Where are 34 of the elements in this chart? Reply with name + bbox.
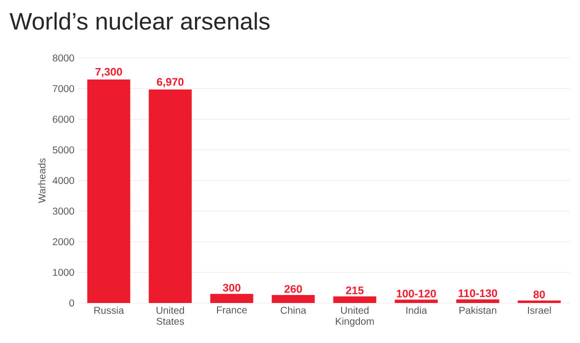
- data-label: 100-120: [396, 290, 436, 298]
- x-tick-label: France: [217, 306, 247, 314]
- x-tick-label: China: [280, 306, 306, 314]
- bar: [272, 295, 315, 303]
- data-label: 7,300: [96, 68, 122, 78]
- y-tick-label: 4000: [52, 176, 74, 184]
- y-tick-label: 8000: [52, 54, 74, 62]
- y-tick-label: 5000: [52, 146, 74, 154]
- y-tick-label: 7000: [52, 85, 74, 92]
- bar: [87, 79, 130, 303]
- y-tick-label: 6000: [52, 116, 74, 123]
- bar: [456, 299, 500, 303]
- x-tick-label: United States: [156, 306, 184, 325]
- x-tick-label: Russia: [94, 306, 124, 314]
- y-tick-label: 2000: [52, 238, 74, 246]
- x-tick-label: Israel: [528, 306, 551, 314]
- data-label: 6,970: [156, 78, 184, 88]
- y-tick-label: 3000: [52, 208, 74, 215]
- bar: [148, 90, 192, 303]
- chart-title: World’s nuclear arsenals: [10, 12, 270, 30]
- x-tick-label: Pakistan: [459, 306, 496, 314]
- data-label: 300: [222, 284, 240, 292]
- y-tick-label: 1000: [53, 268, 74, 276]
- data-label: 215: [346, 286, 364, 294]
- bar: [333, 296, 376, 303]
- x-tick-label: United Kingdom: [336, 306, 374, 327]
- y-tick-label: 0: [69, 299, 74, 307]
- x-tick-label: India: [406, 306, 428, 314]
- data-label: 110-130: [458, 289, 498, 298]
- bar: [394, 300, 438, 303]
- data-label: 80: [533, 290, 545, 298]
- data-label: 260: [284, 285, 302, 293]
- bar: [210, 294, 254, 303]
- y-axis-title: Warheads: [38, 158, 46, 203]
